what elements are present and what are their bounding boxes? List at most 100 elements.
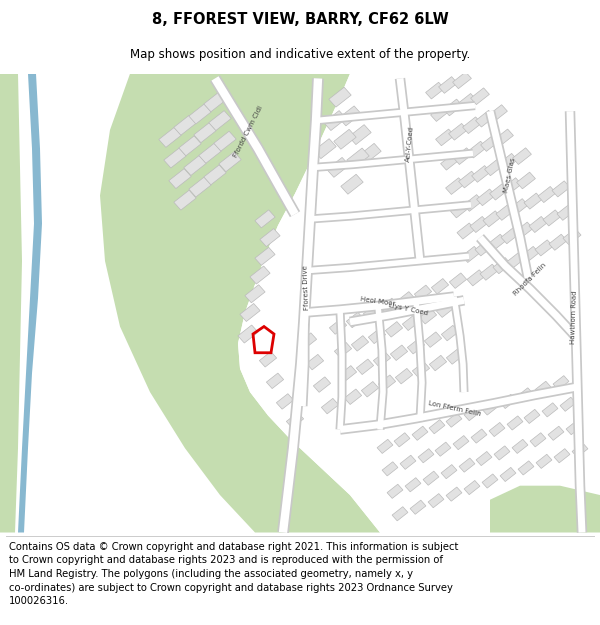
Polygon shape <box>507 416 523 430</box>
Polygon shape <box>436 129 454 146</box>
Polygon shape <box>481 135 499 151</box>
Polygon shape <box>204 165 226 185</box>
Polygon shape <box>359 143 381 163</box>
Polygon shape <box>382 462 398 476</box>
Polygon shape <box>563 229 581 245</box>
Polygon shape <box>485 159 503 176</box>
Polygon shape <box>387 484 403 498</box>
Polygon shape <box>552 181 570 197</box>
Polygon shape <box>490 183 508 200</box>
Polygon shape <box>189 104 211 124</box>
Polygon shape <box>535 240 553 256</box>
Polygon shape <box>189 177 211 197</box>
Polygon shape <box>524 409 540 424</box>
Polygon shape <box>499 153 517 170</box>
Polygon shape <box>439 77 457 93</box>
Polygon shape <box>543 210 561 226</box>
Polygon shape <box>553 376 569 390</box>
Polygon shape <box>463 117 481 134</box>
Polygon shape <box>446 487 462 501</box>
Polygon shape <box>446 413 462 428</box>
Polygon shape <box>489 422 505 437</box>
Polygon shape <box>266 373 284 389</box>
Polygon shape <box>329 319 347 334</box>
Polygon shape <box>299 333 317 348</box>
Polygon shape <box>179 136 201 156</box>
Polygon shape <box>324 111 346 131</box>
Polygon shape <box>346 312 364 328</box>
Polygon shape <box>488 234 506 250</box>
Polygon shape <box>470 88 490 104</box>
Polygon shape <box>424 332 442 348</box>
Polygon shape <box>159 127 181 148</box>
Polygon shape <box>392 507 408 521</box>
Polygon shape <box>507 252 525 268</box>
Polygon shape <box>344 389 362 404</box>
Polygon shape <box>385 322 403 337</box>
Polygon shape <box>472 166 490 182</box>
Polygon shape <box>410 500 426 514</box>
Polygon shape <box>219 152 241 172</box>
Polygon shape <box>536 454 552 468</box>
Polygon shape <box>341 174 363 194</box>
Polygon shape <box>530 432 546 447</box>
Polygon shape <box>467 270 485 286</box>
Polygon shape <box>431 105 449 121</box>
Polygon shape <box>361 381 379 397</box>
Polygon shape <box>482 401 498 415</box>
Polygon shape <box>394 432 410 447</box>
Polygon shape <box>347 148 369 168</box>
Polygon shape <box>451 201 469 218</box>
Polygon shape <box>430 355 446 371</box>
Polygon shape <box>18 74 42 532</box>
Polygon shape <box>464 406 480 421</box>
Polygon shape <box>194 122 216 142</box>
Polygon shape <box>464 481 480 494</box>
Polygon shape <box>379 375 395 391</box>
Polygon shape <box>391 345 407 361</box>
Polygon shape <box>560 397 576 411</box>
Polygon shape <box>501 228 519 244</box>
Polygon shape <box>538 186 556 202</box>
Polygon shape <box>510 199 528 215</box>
Polygon shape <box>334 342 352 357</box>
Polygon shape <box>494 129 514 146</box>
Polygon shape <box>277 394 293 409</box>
Text: Llys Y Coed: Llys Y Coed <box>388 302 428 317</box>
Polygon shape <box>204 92 226 112</box>
Polygon shape <box>164 148 186 168</box>
Polygon shape <box>352 336 368 351</box>
Polygon shape <box>496 204 514 221</box>
Polygon shape <box>240 304 260 321</box>
Polygon shape <box>476 189 496 206</box>
Polygon shape <box>412 362 430 378</box>
Polygon shape <box>307 354 323 370</box>
Polygon shape <box>260 229 280 247</box>
Polygon shape <box>429 419 445 434</box>
Text: Map shows position and indicative extent of the property.: Map shows position and indicative extent… <box>130 48 470 61</box>
Polygon shape <box>542 402 558 417</box>
Polygon shape <box>339 106 361 126</box>
Polygon shape <box>431 279 449 294</box>
Polygon shape <box>470 216 488 232</box>
Polygon shape <box>436 302 454 318</box>
Polygon shape <box>313 377 331 392</box>
Polygon shape <box>554 449 570 462</box>
Polygon shape <box>464 194 482 211</box>
Polygon shape <box>373 351 391 367</box>
Polygon shape <box>490 486 600 532</box>
Polygon shape <box>458 171 478 188</box>
Text: Contains OS data © Crown copyright and database right 2021. This information is : Contains OS data © Crown copyright and d… <box>9 542 458 606</box>
Polygon shape <box>458 94 476 110</box>
Polygon shape <box>327 158 349 177</box>
Polygon shape <box>259 351 277 367</box>
Polygon shape <box>483 211 501 227</box>
Polygon shape <box>368 328 386 344</box>
Polygon shape <box>503 177 521 194</box>
Polygon shape <box>169 169 191 189</box>
Polygon shape <box>322 398 338 414</box>
Polygon shape <box>443 99 463 116</box>
Polygon shape <box>435 442 451 456</box>
Text: Ael-Y-Coed: Ael-Y-Coed <box>405 126 415 162</box>
Polygon shape <box>334 129 356 149</box>
